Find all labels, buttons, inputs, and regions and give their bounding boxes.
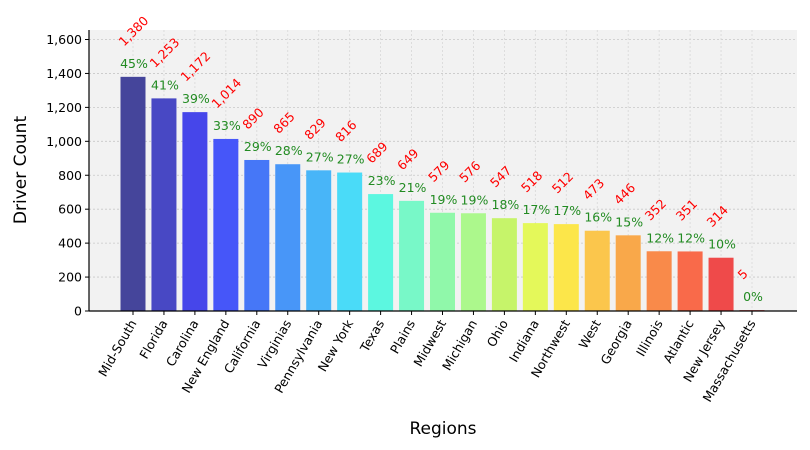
percent-label: 28% xyxy=(275,143,303,158)
percent-label: 27% xyxy=(337,152,365,167)
percent-label: 19% xyxy=(461,192,489,207)
percent-label: 16% xyxy=(584,210,612,225)
percent-label: 17% xyxy=(522,202,550,217)
percent-label: 45% xyxy=(120,56,148,71)
bar-michigan xyxy=(460,213,486,311)
x-axis-label: Regions xyxy=(409,419,476,439)
percent-label: 23% xyxy=(368,173,396,188)
bar-new-york xyxy=(337,172,363,311)
percent-label: 41% xyxy=(151,77,179,92)
bar-california xyxy=(244,159,270,311)
y-tick-label: 1,000 xyxy=(46,134,82,149)
percent-label: 10% xyxy=(708,237,736,252)
percent-label: 18% xyxy=(492,197,520,212)
y-tick-label: 800 xyxy=(58,168,82,183)
bar-texas xyxy=(368,194,394,311)
y-tick-label: 200 xyxy=(58,270,82,285)
bar-plains xyxy=(399,200,425,311)
bar-new-england xyxy=(213,138,239,311)
percent-label: 21% xyxy=(399,180,427,195)
x-tick-label: Ohio xyxy=(484,317,511,350)
bar-atlantic xyxy=(677,251,703,311)
bar-northwest xyxy=(553,224,579,311)
bar-indiana xyxy=(522,223,548,311)
y-tick-label: 1,200 xyxy=(46,100,82,115)
x-tick-label: Texas xyxy=(356,317,387,355)
y-tick-label: 600 xyxy=(58,202,82,217)
x-tick-label: Plains xyxy=(387,317,418,356)
bar-pennsylvania xyxy=(306,170,332,311)
bar-midwest xyxy=(430,212,455,311)
percent-label: 19% xyxy=(430,192,458,207)
bar-ohio xyxy=(491,218,517,311)
percent-label: 12% xyxy=(677,230,705,245)
percent-label: 29% xyxy=(244,139,272,154)
percent-label: 27% xyxy=(306,149,334,164)
bar-florida xyxy=(151,98,177,311)
bar-mid-south xyxy=(120,76,146,311)
y-tick-label: 0 xyxy=(74,304,82,319)
y-tick-label: 1,600 xyxy=(46,32,82,47)
x-tick-label: Florida xyxy=(136,317,170,361)
bar-new-jersey xyxy=(708,257,734,311)
bar-virginias xyxy=(275,164,301,311)
percent-label: 33% xyxy=(213,118,241,133)
y-tick-label: 1,400 xyxy=(46,66,82,81)
bar-illinois xyxy=(646,251,672,311)
bar-west xyxy=(584,230,610,311)
percent-label: 0% xyxy=(743,289,763,304)
y-tick-label: 400 xyxy=(58,236,82,251)
x-tick-label: West xyxy=(575,317,603,351)
bar-georgia xyxy=(615,235,641,311)
percent-label: 17% xyxy=(553,203,581,218)
x-tick-label: Mid-South xyxy=(95,317,140,379)
y-axis-label: Driver Count xyxy=(11,116,31,225)
bar-carolina xyxy=(182,112,208,311)
x-tick-label: Illinois xyxy=(633,317,666,359)
percent-label: 12% xyxy=(646,230,674,245)
percent-label: 15% xyxy=(615,214,643,229)
percent-label: 39% xyxy=(182,91,210,106)
